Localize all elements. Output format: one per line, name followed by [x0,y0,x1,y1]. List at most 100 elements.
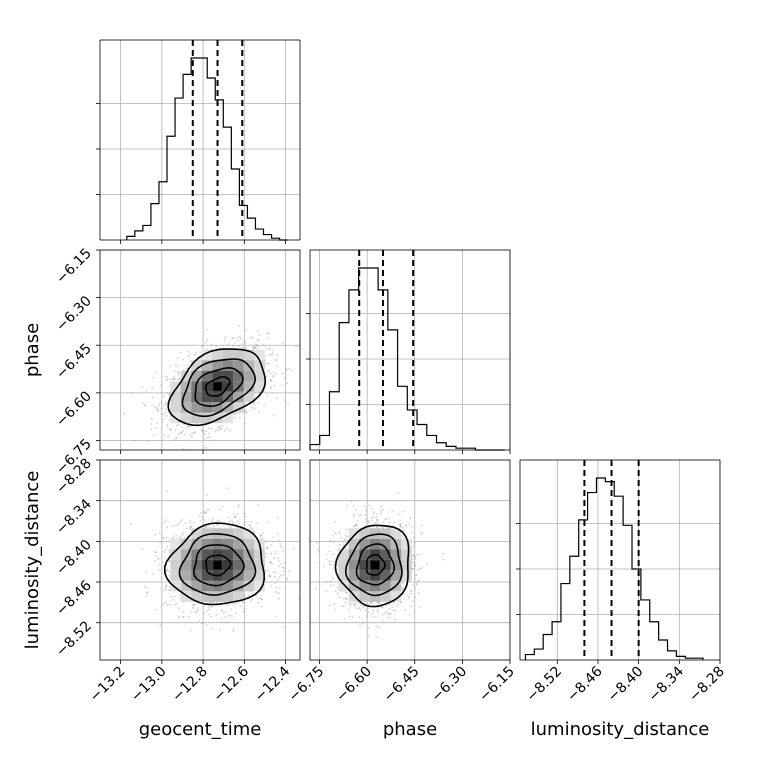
scatter-point [243,410,246,413]
scatter-point [372,523,375,526]
scatter-point [188,434,191,437]
scatter-point [219,427,222,429]
scatter-point [175,436,178,439]
scatter-point [243,512,245,515]
scatter-point [215,601,218,604]
density-cell [233,591,244,602]
scatter-point [269,561,272,563]
scatter-point [165,571,168,574]
scatter-point [165,403,168,405]
density-cell [222,570,234,581]
scatter-point [267,368,270,371]
scatter-point [206,436,209,439]
scatter-point [194,611,197,614]
scatter-point [416,553,418,556]
density-cell [180,370,192,382]
scatter-point [187,615,190,618]
scatter-point [384,518,387,521]
scatter-point [345,597,348,600]
scatter-point [162,413,165,416]
scatter-point [356,524,359,527]
scatter-point [412,567,415,570]
scatter-point [168,419,171,422]
scatter-point [165,379,168,381]
scatter-point [266,521,269,524]
scatter-point [355,509,358,512]
scatter-point [185,527,188,530]
scatter-point [375,636,378,639]
scatter-point [277,597,280,600]
scatter-point [239,416,241,419]
scatter-point [387,616,390,619]
scatter-point [345,535,348,538]
scatter-point [156,421,158,424]
scatter-point [285,369,287,372]
density-cell [254,559,265,571]
scatter-point [233,515,236,518]
scatter-point [345,504,348,507]
scatter-point [346,539,349,542]
scatter-point [208,608,211,611]
scatter-point [210,343,213,346]
scatter-point [158,569,161,571]
scatter-point [250,521,253,524]
scatter-point [185,427,188,430]
scatter-point [281,342,284,345]
scatter-point [370,508,373,511]
scatter-point [376,519,379,522]
scatter-point [164,557,167,560]
scatter-point [227,516,230,519]
joint-panel-geocent-time-luminosity-distance [96,459,301,664]
scatter-point [200,429,203,432]
scatter-point [206,494,208,496]
scatter-point [254,346,257,349]
scatter-point [334,532,337,535]
scatter-point [206,348,209,351]
scatter-point [359,624,361,627]
scatter-point [286,578,289,581]
scatter-point [391,605,394,608]
density-cell [191,370,202,382]
scatter-point [340,537,343,540]
scatter-point [287,367,290,370]
scatter-point [163,521,166,524]
scatter-point [180,431,183,434]
scatter-point [263,404,266,406]
scatter-point [228,521,230,523]
scatter-point [276,556,279,559]
scatter-point [182,616,184,618]
density-cell [170,580,181,592]
scatter-point [193,604,196,606]
density-cell [180,381,192,392]
scatter-point [328,560,331,563]
scatter-point [234,516,237,518]
scatter-point [283,562,286,564]
panel-frame [519,459,721,661]
scatter-point [275,397,278,400]
scatter-point [325,581,328,583]
density-cell [201,370,213,382]
scatter-point [420,533,422,535]
scatter-point [258,391,260,394]
scatter-point [260,535,262,537]
scatter-point [168,394,171,396]
scatter-point [370,516,373,519]
scatter-point [232,337,235,340]
scatter-point [216,429,219,432]
scatter-point [343,617,346,620]
density-cell [170,570,181,581]
density-cell [191,402,202,413]
scatter-point [272,536,275,539]
scatter-point [386,611,389,614]
scatter-point [218,425,221,428]
scatter-point [202,429,205,432]
scatter-point [177,365,179,368]
scatter-point [166,545,169,548]
scatter-point [371,519,373,522]
scatter-point [172,378,175,380]
scatter-point [414,595,417,598]
scatter-point [178,432,181,435]
scatter-point [220,617,223,620]
scatter-point [123,412,125,415]
scatter-point [238,522,240,525]
